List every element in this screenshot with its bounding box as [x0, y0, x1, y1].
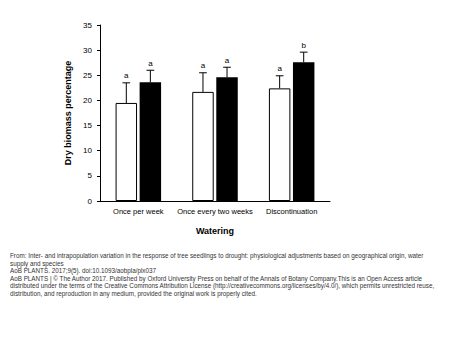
svg-text:Once every two weeks: Once every two weeks [177, 207, 253, 216]
svg-text:a: a [148, 59, 153, 68]
svg-text:30: 30 [83, 46, 92, 55]
svg-text:35: 35 [83, 21, 92, 30]
svg-text:a: a [225, 56, 230, 65]
svg-text:0: 0 [88, 197, 93, 206]
svg-text:15: 15 [83, 121, 92, 130]
svg-text:10: 10 [83, 146, 92, 155]
svg-text:Watering: Watering [196, 226, 234, 236]
svg-text:a: a [277, 64, 282, 73]
svg-text:a: a [201, 61, 206, 70]
html-text:AoB PLANTS. 2017;9(5). doi:10.: AoB PLANTS. 2017;9(5). doi:10.1093/aobpl… [10, 267, 156, 275]
html-text:AoB PLANTS | © The Author 2017: AoB PLANTS | © The Author 2017. Publishe… [10, 274, 435, 297]
svg-text:b: b [301, 41, 306, 50]
svg-text:20: 20 [83, 96, 92, 105]
html-text:From: Inter- and intrapopulati: From: Inter- and intrapopulation variati… [10, 252, 424, 267]
svg-text:Discontinuation: Discontinuation [266, 207, 317, 216]
svg-text:Dry biomass percentage: Dry biomass percentage [63, 61, 73, 166]
svg-text:Once per week: Once per week [113, 207, 164, 216]
svg-text:5: 5 [88, 171, 93, 180]
svg-text:a: a [124, 71, 129, 80]
svg-text:25: 25 [83, 71, 92, 80]
